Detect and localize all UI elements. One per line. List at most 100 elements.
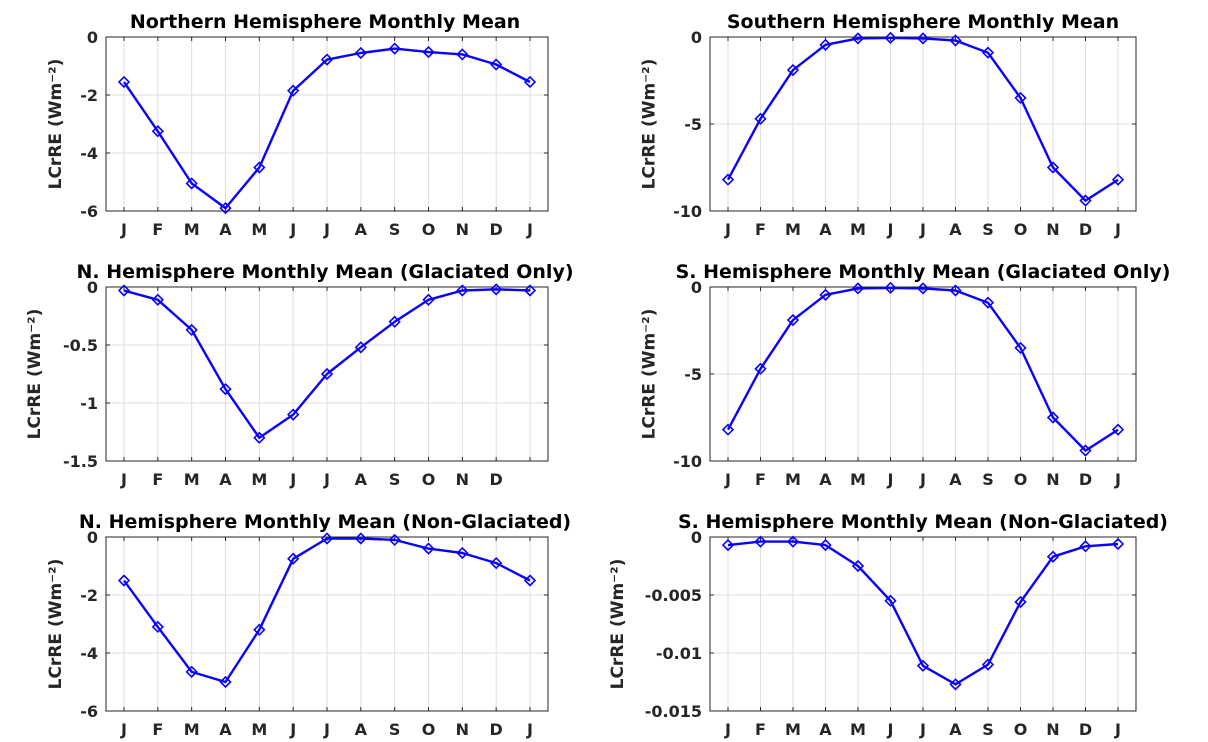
data-point [388, 42, 401, 55]
y-axis-label: LCrRE (Wm⁻²) [640, 309, 660, 440]
y-tick-label: -5 [684, 365, 702, 384]
data-point [884, 594, 897, 607]
x-tick-label: M [251, 470, 267, 489]
y-tick-label: -0.015 [645, 702, 702, 721]
x-tick-label: J [724, 220, 731, 239]
data-point [916, 659, 930, 672]
x-tick-label: O [1014, 720, 1028, 739]
x-tick-label: J [120, 220, 127, 239]
x-tick-label: D [490, 720, 503, 739]
data-point [320, 532, 334, 545]
data-point [185, 665, 198, 678]
series-line [727, 540, 1119, 686]
data-point [884, 31, 897, 45]
x-tick-label: J [724, 470, 731, 489]
data-point [354, 532, 367, 545]
data-point [819, 538, 832, 552]
y-tick-label: -2 [80, 586, 98, 605]
data-point [388, 533, 401, 547]
data-point [490, 556, 503, 570]
data-point [287, 408, 300, 421]
data-point [219, 382, 232, 396]
x-tick-label: J [887, 720, 894, 739]
y-tick-label: -4 [80, 144, 98, 163]
x-tick-label: A [219, 470, 232, 489]
data-point [1014, 595, 1027, 609]
data-point [786, 535, 800, 548]
x-tick-label: M [184, 470, 200, 489]
y-tick-label: 0 [87, 528, 98, 547]
x-tick-label: O [422, 220, 436, 239]
data-point [949, 284, 962, 297]
x-tick-label: A [819, 220, 832, 239]
y-axis-label: LCrRE (Wm⁻²) [25, 309, 45, 440]
data-point [754, 362, 767, 375]
data-point [981, 658, 995, 671]
series-line [123, 288, 531, 439]
x-tick-label: J [289, 720, 296, 739]
x-tick-label: N [456, 220, 469, 239]
chart-panel-4: J F M A M J J A S O N D J0-5-10S. Hemisphere Monthly… [640, 261, 1171, 489]
x-tick-label: J [526, 720, 533, 739]
chart-title: N. Hemisphere Monthly Mean (Non-Glaciate… [79, 511, 571, 533]
y-axis-label: LCrRE (Wm⁻²) [46, 559, 66, 690]
y-tick-label: -5 [684, 115, 702, 134]
data-point [354, 341, 367, 354]
data-point [1079, 540, 1092, 553]
chart-panel-5: J F M A M J J A S O N D J0-2-4-6N. Hemisphere Monthl… [46, 511, 571, 739]
chart-title: Northern Hemisphere Monthly Mean [130, 11, 520, 33]
x-tick-label: J [887, 470, 894, 489]
data-point [354, 46, 367, 60]
data-point [523, 574, 537, 587]
data-point [117, 75, 131, 89]
data-point [949, 34, 962, 47]
data-point [754, 535, 767, 548]
x-tick-label: D [490, 220, 503, 239]
x-tick-label: S [389, 470, 401, 489]
data-point [456, 546, 469, 560]
data-point [916, 32, 930, 45]
series-line [123, 47, 531, 210]
x-tick-label: M [850, 720, 866, 739]
x-tick-label: O [1014, 220, 1028, 239]
y-axis-label: LCrRE (Wm⁻²) [608, 559, 628, 690]
data-point [219, 675, 232, 689]
x-tick-label: A [949, 220, 962, 239]
x-tick-label: J [724, 720, 731, 739]
data-point [916, 282, 930, 295]
x-tick-label: M [251, 220, 267, 239]
data-point [851, 559, 865, 573]
chart-title: S. Hemisphere Monthly Mean (Non-Glaciate… [678, 511, 1168, 533]
x-tick-label: J [120, 720, 127, 739]
x-tick-label: J [1114, 220, 1121, 239]
x-tick-label: A [355, 220, 368, 239]
data-point [117, 574, 131, 587]
x-tick-label: M [184, 220, 200, 239]
data-point [422, 45, 435, 59]
x-tick-label: O [422, 470, 436, 489]
series-line [123, 537, 531, 684]
x-tick-label: S [982, 720, 994, 739]
x-tick-label: S [389, 220, 401, 239]
x-tick-label: A [819, 470, 832, 489]
data-point [490, 58, 503, 71]
data-point [786, 63, 800, 77]
y-tick-label: -2 [80, 86, 98, 105]
data-point [1014, 91, 1027, 105]
y-tick-label: 0 [691, 28, 702, 47]
data-point [981, 46, 995, 59]
data-point [456, 284, 469, 297]
x-tick-label: J [323, 470, 330, 489]
y-tick-label: -0.01 [656, 644, 702, 663]
x-tick-label: J [919, 470, 926, 489]
data-point [320, 367, 334, 381]
x-tick-label: S [389, 720, 401, 739]
series-line [726, 286, 1119, 452]
x-tick-label: F [755, 470, 766, 489]
y-tick-label: -0.005 [645, 586, 702, 605]
y-axis-label: LCrRE (Wm⁻²) [640, 59, 660, 190]
data-point [219, 201, 232, 215]
x-tick-label: N [1046, 220, 1059, 239]
y-tick-label: 0 [87, 278, 98, 297]
